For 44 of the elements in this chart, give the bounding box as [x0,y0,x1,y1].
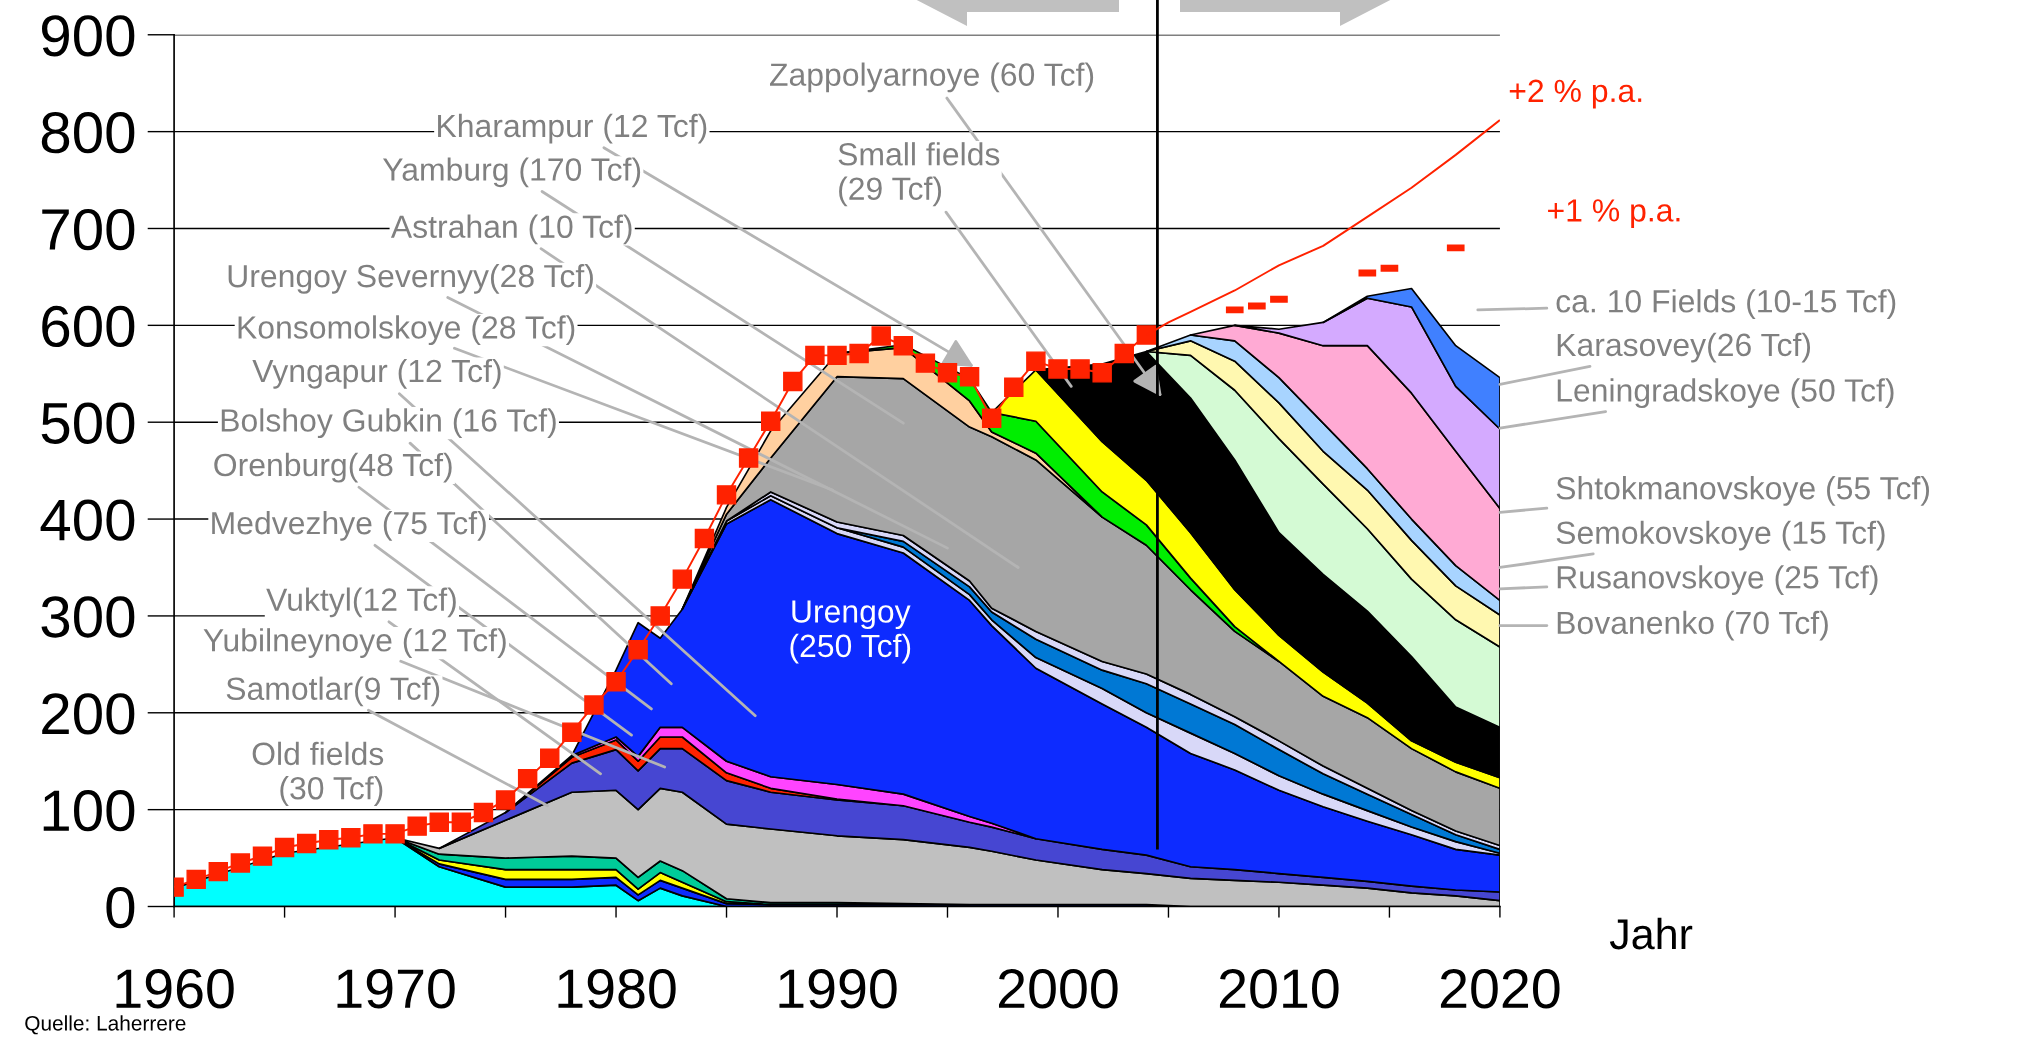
y-tick-label: 300 [41,596,135,638]
annotation: Semokovskoye (15 Tcf) [1556,520,1885,551]
y-tick-label: 700 [42,208,135,251]
x-tick-label: 2010 [1219,969,1339,1009]
y-tick-label: 900 [42,15,135,57]
annotation: Zappolyarnoye (60 Tcf) [769,62,1094,93]
y-tick-label: 200 [42,693,135,735]
annotation: Astrahan (10 Tcf) [390,214,632,245]
y-tick-label: 500 [41,402,135,444]
annotation: Konsomolskoye (28 Tcf) [238,315,575,346]
x-tick-label: 2020 [1440,969,1560,1009]
annotation: Small fields (29 Tcf) [838,142,1000,207]
annotation: Yamburg (170 Tcf) [382,157,641,188]
annotation: Vyngapur (12 Tcf) [252,358,501,389]
text: +1 % p.a. [1548,199,1680,229]
text: ca. 10 Fields (10-15 Tcf) [1556,289,1896,319]
annotation: Kharampur (12 Tcf) [438,113,707,144]
x-tick-label: 1980 [558,969,676,1009]
y-tick-label: 100 [43,790,135,832]
source-note: Quelle: Laherrere [25,1015,186,1035]
x-tick-label: 1970 [337,969,455,1009]
annotation: Urengoy (250 Tcf) [790,600,911,664]
annotation: Leningradskoye (50 Tcf) [1557,378,1894,409]
annotation: Yubilneynoye (12 Tcf) [203,628,506,658]
annotation: Orenburg(48 Tcf) [214,452,452,483]
annotation: Samotlar(9 Tcf) [226,676,440,707]
x-tick-label: 1960 [116,969,234,1009]
annotation: Karasovey(26 Tcf) [1557,332,1811,363]
series-label: +2 % p.a. [1509,79,1642,109]
y-tick-label: 0 [106,886,135,929]
text: Bovanenko (70 Tcf) [1557,610,1828,641]
x-axis-title: Jahr [1609,917,1693,950]
annotation: Bolshoy Gubkin (16 Tcf) [221,408,556,439]
y-tick-label: 800 [41,112,135,154]
annotation: Vuktyl(12 Tcf) [266,587,456,618]
x-tick-label: 2000 [998,969,1118,1009]
annotation: Old fields (30 Tcf) [252,741,384,806]
x-tick-label: 1990 [779,969,897,1009]
annotation: Urengoy Severnyy(28 Tcf) [228,263,593,294]
y-tick-label: 600 [42,305,135,348]
annotation: Medvezhye (75 Tcf) [212,510,486,541]
text: Rusanovskoye (25 Tcf) [1557,565,1878,595]
y-tick-label: 400 [40,499,135,541]
text: Shtokmanovskoye (55 Tcf) [1556,476,1929,506]
